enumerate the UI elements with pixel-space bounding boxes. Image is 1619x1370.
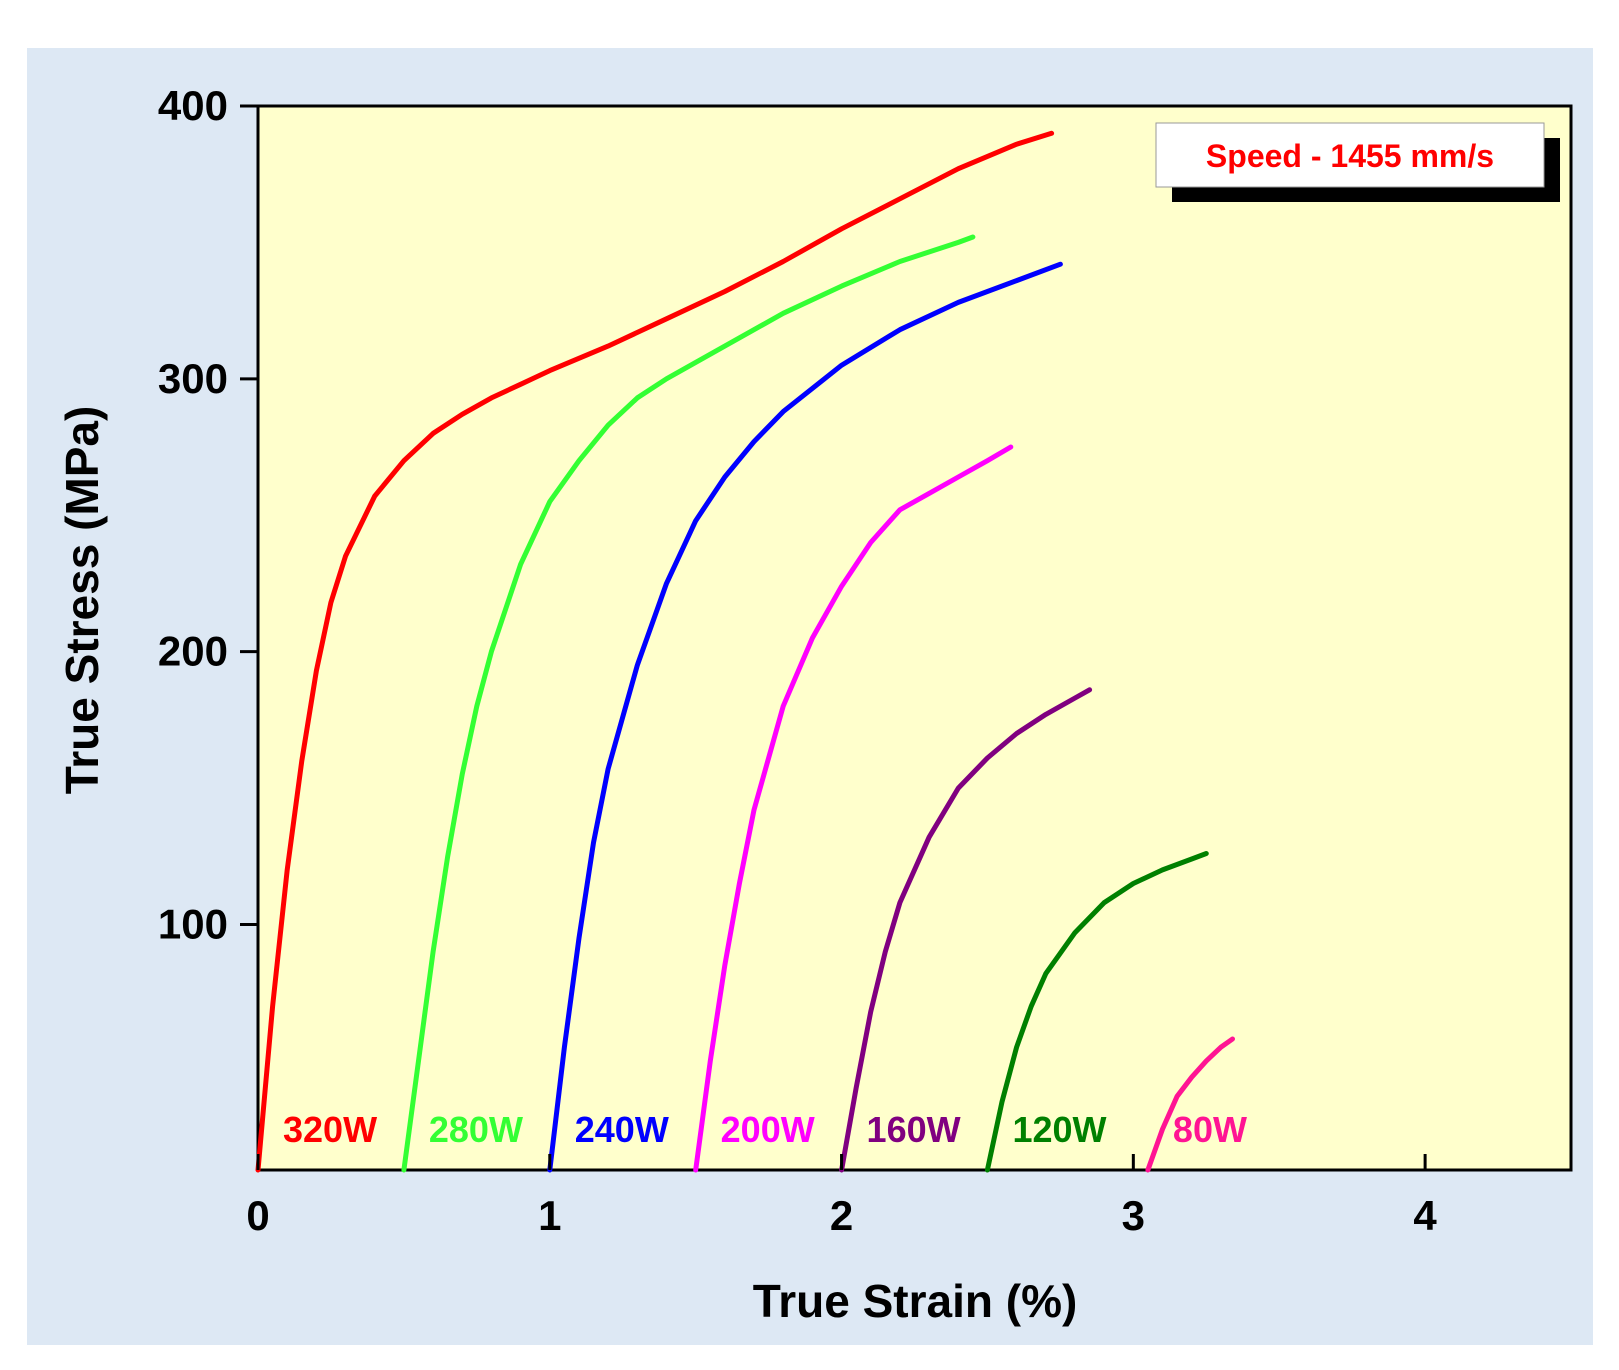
series-label-320w: 320W [283,1109,377,1150]
x-tick-label: 2 [830,1192,853,1239]
x-tick-label: 0 [246,1192,269,1239]
series-line-120w [984,851,1209,1173]
axes-layer: 0 1 2 3 4 100 200 300 400 [158,82,1438,1239]
series-label-80w: 80W [1173,1109,1247,1150]
series-line-240w [547,261,1063,1173]
x-tick-label: 1 [538,1192,561,1239]
series-layer [255,130,1235,1173]
series-label-120w: 120W [1012,1109,1106,1150]
y-tick-label: 400 [158,82,228,129]
series-label-240w: 240W [575,1109,669,1150]
series-label-160w: 160W [867,1109,961,1150]
legend-frame [1155,122,1545,188]
speed-annotation: Speed - 1455 mm/s [1206,138,1494,174]
series-line-160w [839,687,1093,1173]
series-label-280w: 280W [429,1109,523,1150]
series-line-320w [255,130,1055,1173]
x-tick-label: 3 [1122,1192,1145,1239]
series-labels: 320W 280W 240W 200W 160W 120W 80W [283,1109,1247,1150]
y-axis-label: True Stress (MPa) [56,406,108,795]
y-tick-label: 200 [158,628,228,675]
y-tick-label: 100 [158,900,228,947]
x-axis-label: True Strain (%) [753,1275,1078,1327]
legend-box: Speed - 1455 mm/s [1155,122,1560,202]
series-line-280w [401,234,976,1173]
series-line-80w [1145,1036,1235,1173]
y-tick-label: 300 [158,355,228,402]
series-line-200w [693,444,1014,1173]
series-label-200w: 200W [721,1109,815,1150]
x-tick-label: 4 [1413,1192,1437,1239]
plot-area [256,104,1573,1172]
